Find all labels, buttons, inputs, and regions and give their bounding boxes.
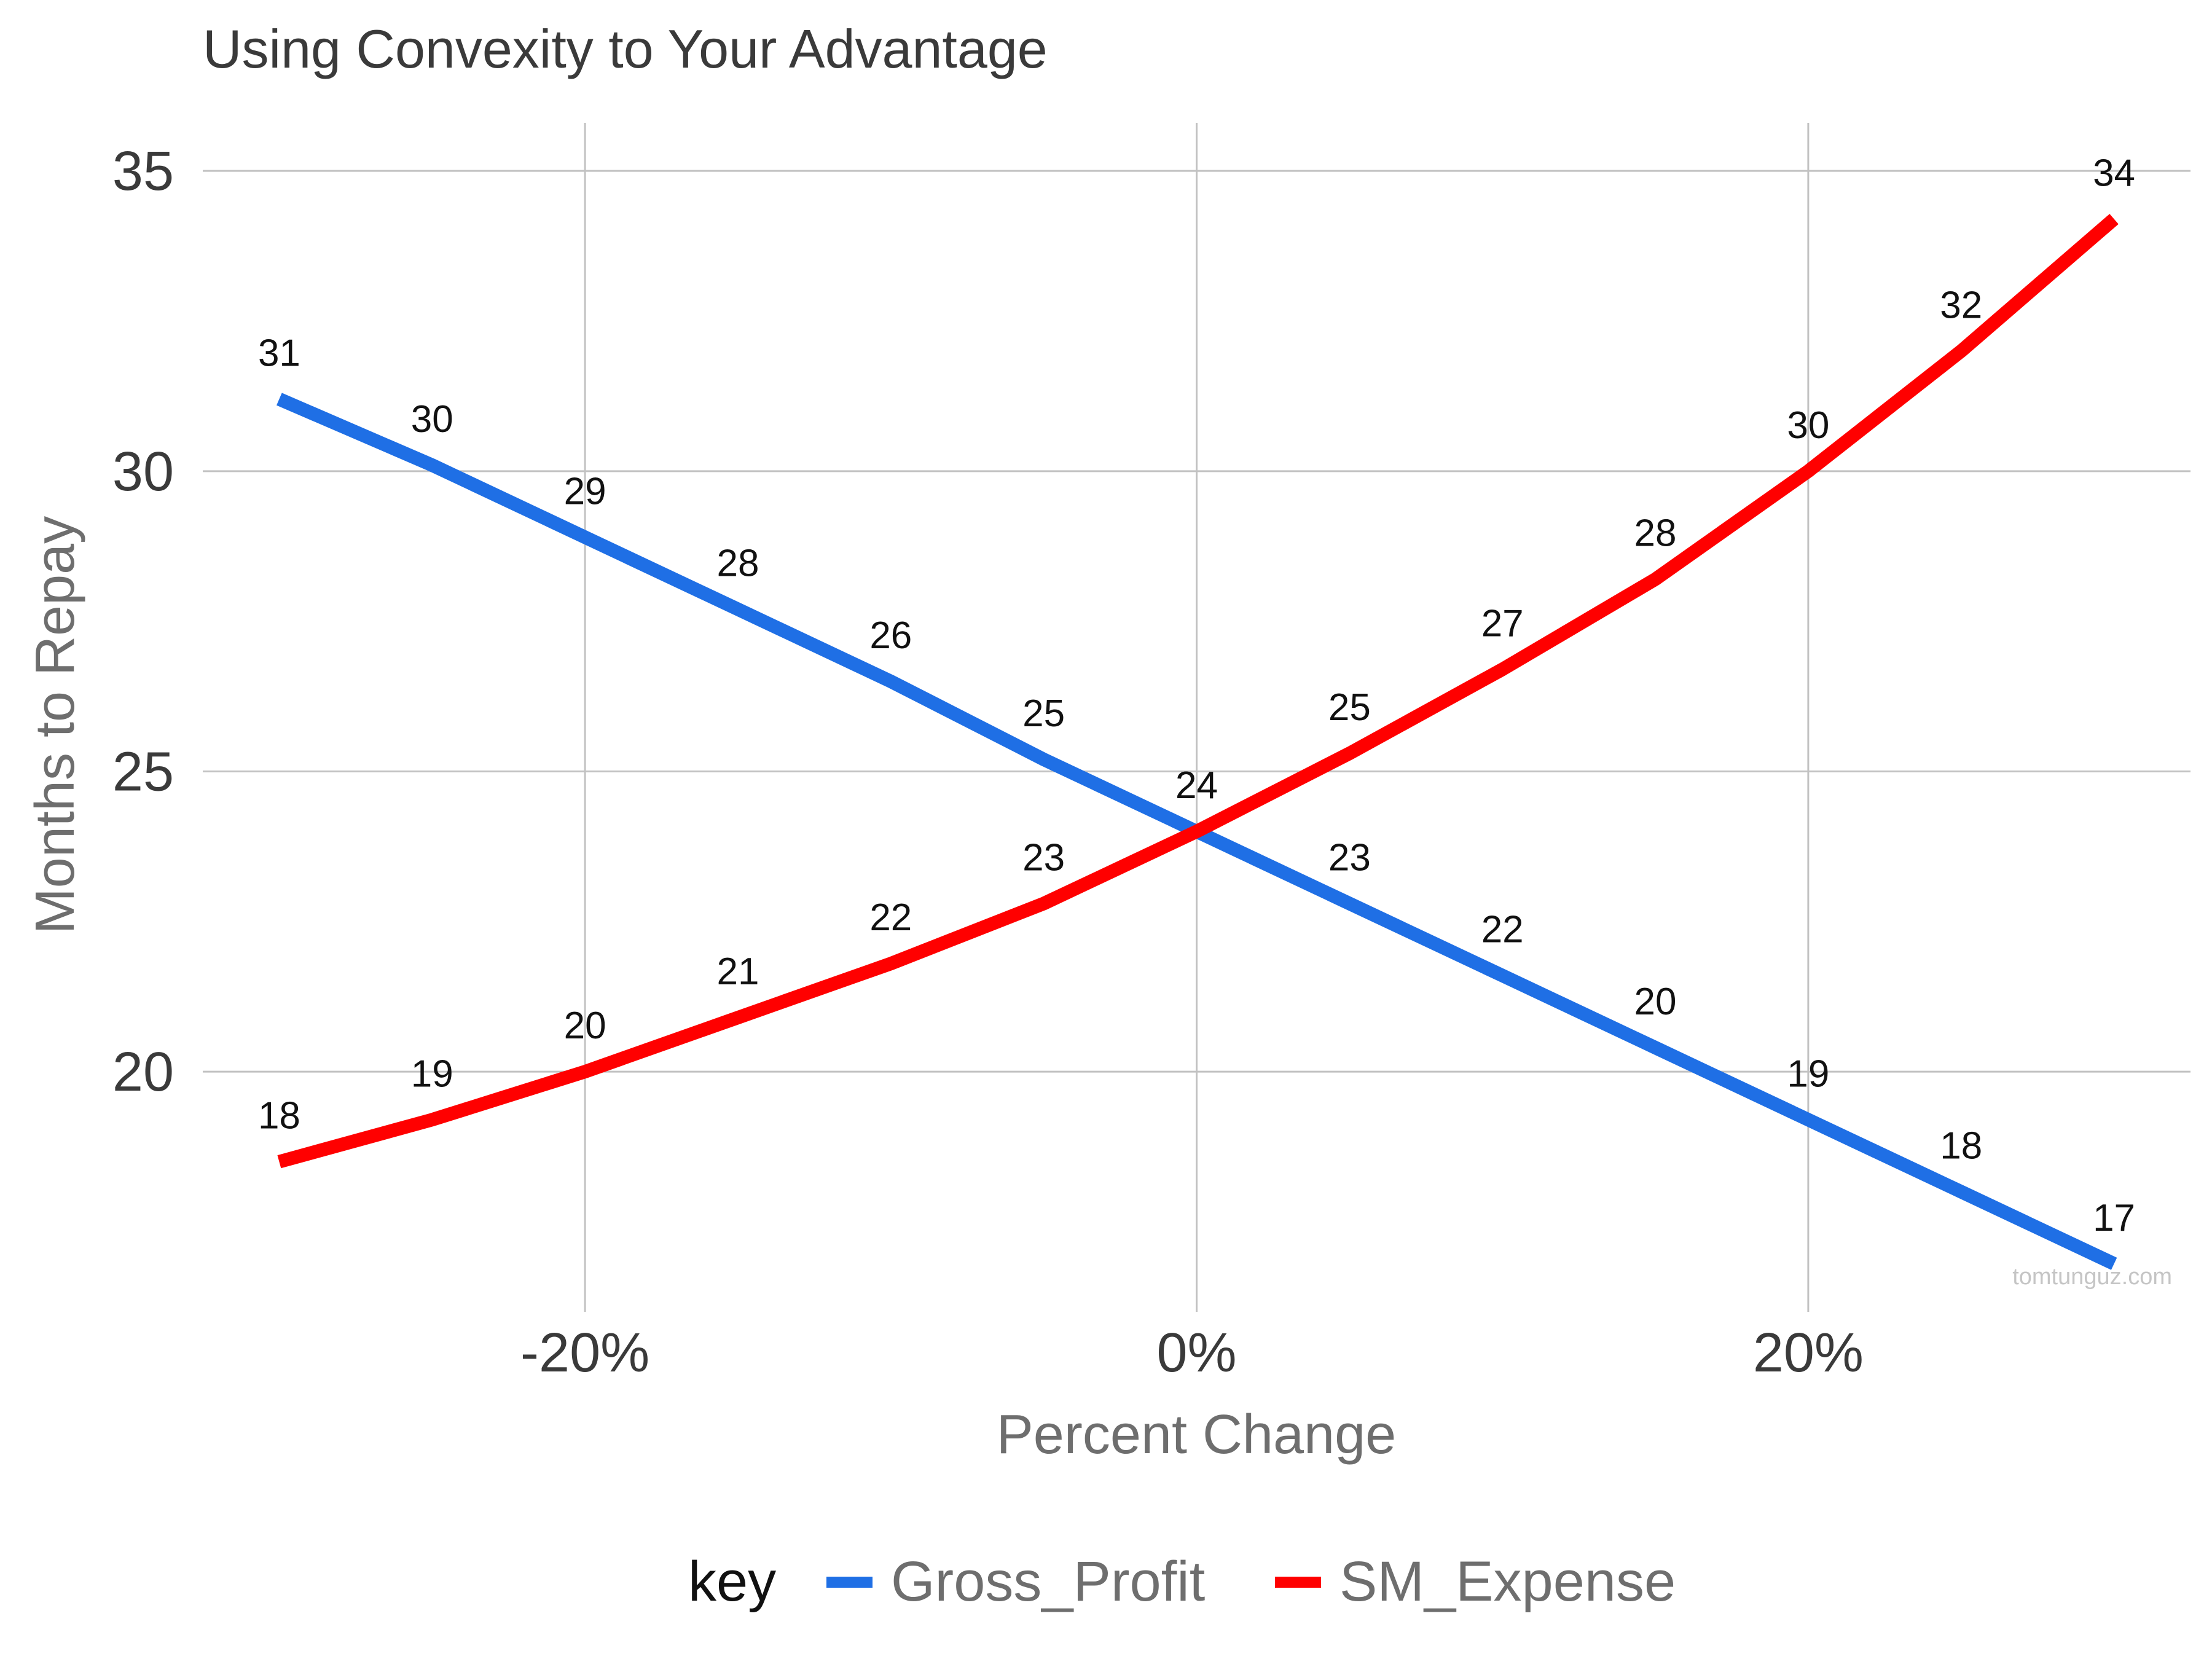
x-tick-labels: -20% 0% 20%	[520, 1322, 1864, 1384]
data-label: 25	[1328, 686, 1371, 729]
data-label: 24	[1175, 764, 1218, 807]
data-label: 19	[411, 1053, 453, 1095]
data-label: 28	[1634, 512, 1677, 555]
data-label: 22	[869, 896, 912, 939]
data-label: 25	[1022, 692, 1065, 735]
data-label: 30	[1787, 404, 1829, 447]
data-label: 17	[2093, 1197, 2135, 1239]
y-tick-label: 20	[112, 1041, 174, 1103]
x-tick-label: 0%	[1156, 1322, 1236, 1384]
data-label: 18	[258, 1095, 300, 1137]
data-label: 27	[1481, 602, 1524, 645]
y-axis-title: Months to Repay	[25, 516, 86, 934]
x-tick-label: 20%	[1753, 1322, 1864, 1384]
watermark-text: tomtunguz.com	[2012, 1264, 2172, 1290]
legend-title: key	[688, 1550, 776, 1613]
data-label: 34	[2093, 152, 2135, 194]
data-label: 32	[1940, 284, 1982, 326]
y-tick-label: 35	[112, 141, 174, 202]
x-tick-label: -20%	[520, 1322, 649, 1384]
legend-label: SM_Expense	[1339, 1550, 1676, 1613]
data-label: 30	[411, 398, 453, 441]
data-label: 31	[258, 332, 300, 375]
chart-title: Using Convexity to Your Advantage	[203, 18, 1048, 79]
data-label: 20	[1634, 981, 1677, 1023]
y-tick-label: 30	[112, 441, 174, 503]
legend: key Gross_Profit SM_Expense	[688, 1550, 1676, 1613]
grid	[203, 123, 2190, 1312]
series-line-SM_Expense	[277, 214, 2119, 1169]
data-label: 18	[1940, 1125, 1982, 1167]
x-axis-title: Percent Change	[997, 1404, 1396, 1465]
data-label: 20	[564, 1005, 606, 1047]
data-label: 28	[716, 543, 759, 585]
data-label: 23	[1022, 836, 1065, 879]
legend-label: Gross_Profit	[891, 1550, 1205, 1613]
data-label: 26	[869, 614, 912, 657]
series-lines	[276, 214, 2119, 1270]
data-label: 29	[564, 470, 606, 512]
data-label: 23	[1328, 836, 1371, 879]
data-label: 21	[716, 951, 759, 993]
data-label: 24	[1175, 764, 1218, 807]
y-tick-label: 25	[112, 741, 174, 802]
data-label: 22	[1481, 909, 1524, 951]
y-tick-labels: 20 25 30 35	[112, 141, 174, 1103]
data-labels: 3130292826252423222019181718192021222324…	[258, 152, 2135, 1239]
data-label: 19	[1787, 1053, 1829, 1095]
